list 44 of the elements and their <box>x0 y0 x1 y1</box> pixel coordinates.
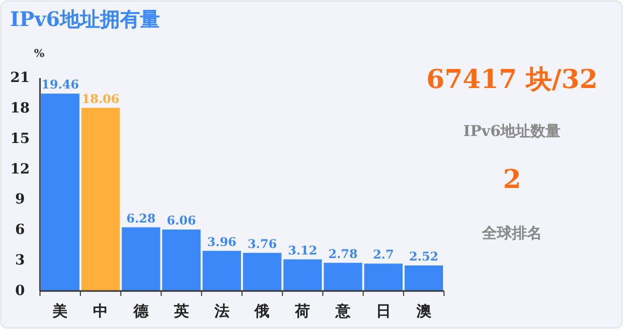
bar <box>404 265 443 291</box>
y-tick-label: 6 <box>15 222 25 238</box>
bar <box>162 230 201 291</box>
data-label: 19.46 <box>41 78 79 92</box>
x-tick-label: 中 <box>93 302 108 320</box>
data-label: 2.7 <box>372 248 394 262</box>
bar <box>81 108 120 291</box>
bar <box>243 252 282 291</box>
bar <box>364 264 403 291</box>
x-tick-label: 俄 <box>254 302 270 320</box>
y-tick-label: 18 <box>10 100 30 116</box>
data-label: 18.06 <box>82 92 120 106</box>
text: IPv6地址数量 <box>463 122 561 140</box>
y-axis-title: % <box>34 47 45 60</box>
data-label: 3.76 <box>248 236 277 251</box>
bar <box>41 94 80 291</box>
y-tick-label: 3 <box>15 252 25 269</box>
bar <box>283 259 322 291</box>
data-label: 3.12 <box>288 243 318 258</box>
y-tick-label: 0 <box>15 283 26 299</box>
x-tick-label: 美 <box>52 302 68 320</box>
annotation: 67417 块/32 <box>426 65 598 95</box>
text: 全球排名 <box>481 224 542 242</box>
chart-title: IPv6地址拥有量 <box>10 7 160 31</box>
x-tick-label: 英 <box>172 302 189 320</box>
x-tick-label: 日 <box>376 302 391 320</box>
x-tick-label: 法 <box>213 302 230 320</box>
x-tick-label: 澳 <box>415 302 432 320</box>
bar <box>202 250 241 291</box>
x-tick-label: 荷 <box>294 302 310 320</box>
bar <box>122 227 160 291</box>
data-label: 2.78 <box>328 246 358 261</box>
data-label: 6.06 <box>166 214 196 228</box>
y-tick-label: 21 <box>10 70 30 86</box>
y-tick-label: 9 <box>15 192 25 208</box>
x-tick-label: 德 <box>132 302 150 320</box>
data-label: 2.52 <box>409 249 438 264</box>
x-tick-label: 意 <box>334 302 352 320</box>
data-label: 6.28 <box>126 211 156 226</box>
text: 2 <box>502 165 522 195</box>
bar <box>324 262 362 291</box>
y-tick-label: 15 <box>10 130 30 147</box>
data-label: 3.96 <box>207 234 236 249</box>
y-tick-label: 12 <box>10 161 30 178</box>
